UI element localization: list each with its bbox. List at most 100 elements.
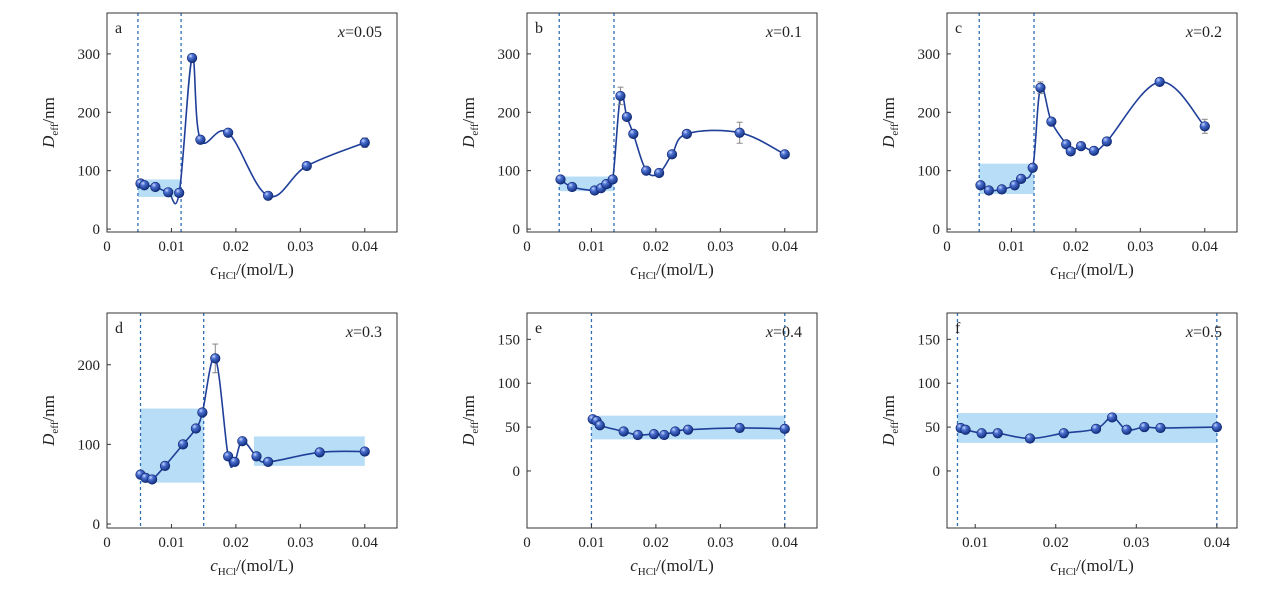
y-axis-title: Deff/nm	[39, 97, 61, 149]
data-point	[1199, 121, 1210, 132]
x-axis-title-unit: /(mol/L)	[656, 556, 714, 575]
annotation-variable: x	[1185, 324, 1193, 341]
x-tick-label: 0.04	[772, 535, 799, 551]
data-point	[223, 451, 234, 462]
data-point	[621, 111, 632, 123]
x-axis-title-unit: /(mol/L)	[656, 260, 714, 279]
data-point	[1027, 162, 1038, 173]
data-point	[1009, 180, 1020, 191]
plot-frame	[526, 12, 818, 233]
x-tick-label: 0.02	[1063, 239, 1089, 255]
y-tick-label: 100	[498, 164, 521, 180]
data-point	[1035, 82, 1046, 93]
data-point	[223, 127, 234, 138]
data-point	[628, 128, 639, 139]
y-tick-label: 200	[498, 105, 521, 121]
data-point	[976, 428, 987, 439]
data-point	[1121, 424, 1132, 435]
plot-frame	[946, 312, 1238, 529]
y-tick-label: 100	[498, 376, 521, 392]
x-axis-title-unit: /(mol/L)	[236, 556, 294, 575]
x-axis-title: cHCl/(mol/L)	[210, 556, 294, 578]
panel-e: 0 0.01 0.02 0.03 0.04 0 50 100 150 cHCl/(mol/L) De…	[459, 312, 818, 578]
data-point	[1058, 428, 1069, 439]
x-axis-title-subscript: HCl	[1058, 270, 1076, 282]
data-point	[163, 187, 174, 198]
data-point	[1065, 146, 1076, 157]
data-point	[210, 353, 221, 364]
x-tick-label: 0.01	[578, 239, 604, 255]
panel-letter: a	[115, 20, 122, 37]
y-tick-label: 200	[918, 105, 941, 121]
y-tick-label: 0	[513, 464, 521, 480]
data-point	[1211, 421, 1222, 433]
panel-a: 0 0.01 0.02 0.03 0.04 0 100 200 300 cHCl/(mol/L) D…	[39, 12, 398, 282]
data-point	[659, 429, 670, 441]
data-point	[1107, 412, 1118, 423]
data-point	[359, 137, 370, 148]
x-tick-label: 0.01	[998, 239, 1024, 255]
x-axis-title-unit: /(mol/L)	[1076, 260, 1134, 279]
x-tick-label: 0.04	[352, 239, 379, 255]
y-axis-title: Deff/nm	[459, 395, 481, 447]
panel-letter: c	[955, 20, 962, 37]
data-point	[251, 451, 262, 462]
panel-letter: e	[535, 320, 542, 337]
y-tick-label: 300	[918, 47, 941, 63]
x-axis-title: cHCl/(mol/L)	[630, 556, 714, 578]
x-tick-label: 0.04	[352, 535, 379, 551]
y-tick-label: 100	[918, 164, 941, 180]
x-tick-label: 0.03	[707, 239, 733, 255]
data-point	[734, 127, 745, 138]
y-tick-label: 0	[933, 464, 941, 480]
y-axis-title-subscript: eff	[889, 123, 901, 135]
x-axis-title-symbol: c	[210, 260, 218, 279]
shaded-band-0	[140, 408, 204, 483]
data-point	[641, 165, 652, 176]
composition-annotation: x=0.1	[765, 24, 802, 41]
y-axis-title: Deff/nm	[879, 97, 901, 149]
panel-letter: b	[535, 20, 543, 37]
data-point	[359, 446, 370, 457]
y-tick-label: 150	[498, 332, 521, 348]
data-point	[197, 407, 208, 418]
data-point	[314, 447, 325, 458]
x-tick-label: 0.02	[223, 239, 249, 255]
x-tick-label: 0.03	[1123, 535, 1149, 551]
data-point	[1090, 423, 1102, 434]
annotation-variable: x	[337, 24, 345, 41]
y-axis-title-subscript: eff	[49, 421, 61, 433]
data-point	[666, 149, 678, 160]
x-axis-title-subscript: HCl	[638, 566, 656, 578]
x-tick-label: 0.02	[643, 239, 669, 255]
y-axis-title-unit: /nm	[39, 97, 58, 123]
y-axis-title-symbol: D	[39, 433, 58, 447]
y-axis-title-unit: /nm	[39, 395, 58, 421]
data-point	[159, 460, 171, 471]
x-tick-label: 0.03	[287, 239, 313, 255]
y-axis-title-symbol: D	[879, 433, 898, 447]
x-axis-title: cHCl/(mol/L)	[210, 260, 294, 282]
data-point	[301, 160, 312, 172]
data-point	[683, 424, 694, 435]
y-tick-label: 0	[93, 517, 101, 533]
composition-annotation: x=0.05	[337, 24, 382, 41]
y-axis-title: Deff/nm	[879, 395, 901, 447]
data-point	[1024, 433, 1036, 444]
annotation-value: =0.5	[1193, 324, 1222, 341]
x-tick-label: 0.02	[1043, 535, 1069, 551]
x-axis-title-subscript: HCl	[1058, 566, 1076, 578]
x-axis-title-symbol: c	[630, 556, 638, 575]
data-point	[996, 184, 1007, 195]
data-point	[1155, 422, 1166, 434]
y-axis-title-subscript: eff	[49, 123, 61, 135]
data-point	[174, 187, 185, 198]
y-tick-label: 300	[78, 47, 101, 63]
y-axis-title-unit: /nm	[459, 97, 478, 123]
y-tick-label: 100	[78, 437, 101, 453]
y-tick-label: 100	[78, 164, 101, 180]
x-tick-label: 0.01	[962, 535, 988, 551]
data-point	[632, 429, 643, 441]
x-tick-label: 0.01	[578, 535, 604, 551]
